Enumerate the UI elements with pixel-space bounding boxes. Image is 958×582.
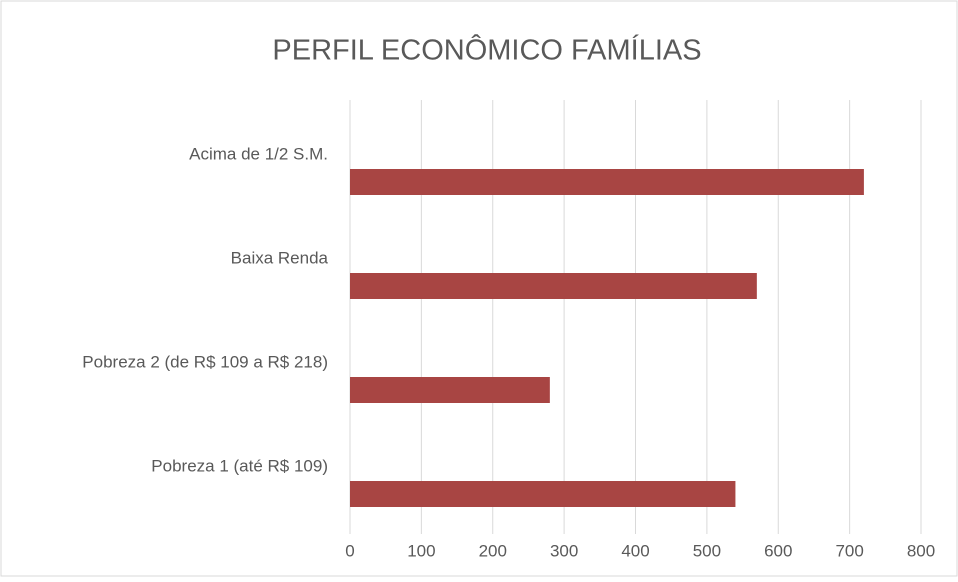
x-tick-label: 300 [550,541,578,560]
x-tick-label: 0 [345,541,354,560]
y-tick-label: Pobreza 1 (até R$ 109) [151,456,328,475]
y-tick-label: Pobreza 2 (de R$ 109 a R$ 218) [82,352,328,371]
bar [350,377,550,403]
x-tick-label: 800 [907,541,935,560]
x-tick-label: 700 [835,541,863,560]
bar [350,169,864,195]
x-tick-label: 500 [693,541,721,560]
y-tick-label: Acima de 1/2 S.M. [189,144,328,163]
y-tick-label: Baixa Renda [231,248,329,267]
x-tick-label: 600 [764,541,792,560]
x-tick-label: 100 [407,541,435,560]
bar [350,273,757,299]
bar [350,481,736,507]
x-tick-label: 400 [621,541,649,560]
x-tick-label: 200 [479,541,507,560]
chart-title: PERFIL ECONÔMICO FAMÍLIAS [272,33,701,67]
